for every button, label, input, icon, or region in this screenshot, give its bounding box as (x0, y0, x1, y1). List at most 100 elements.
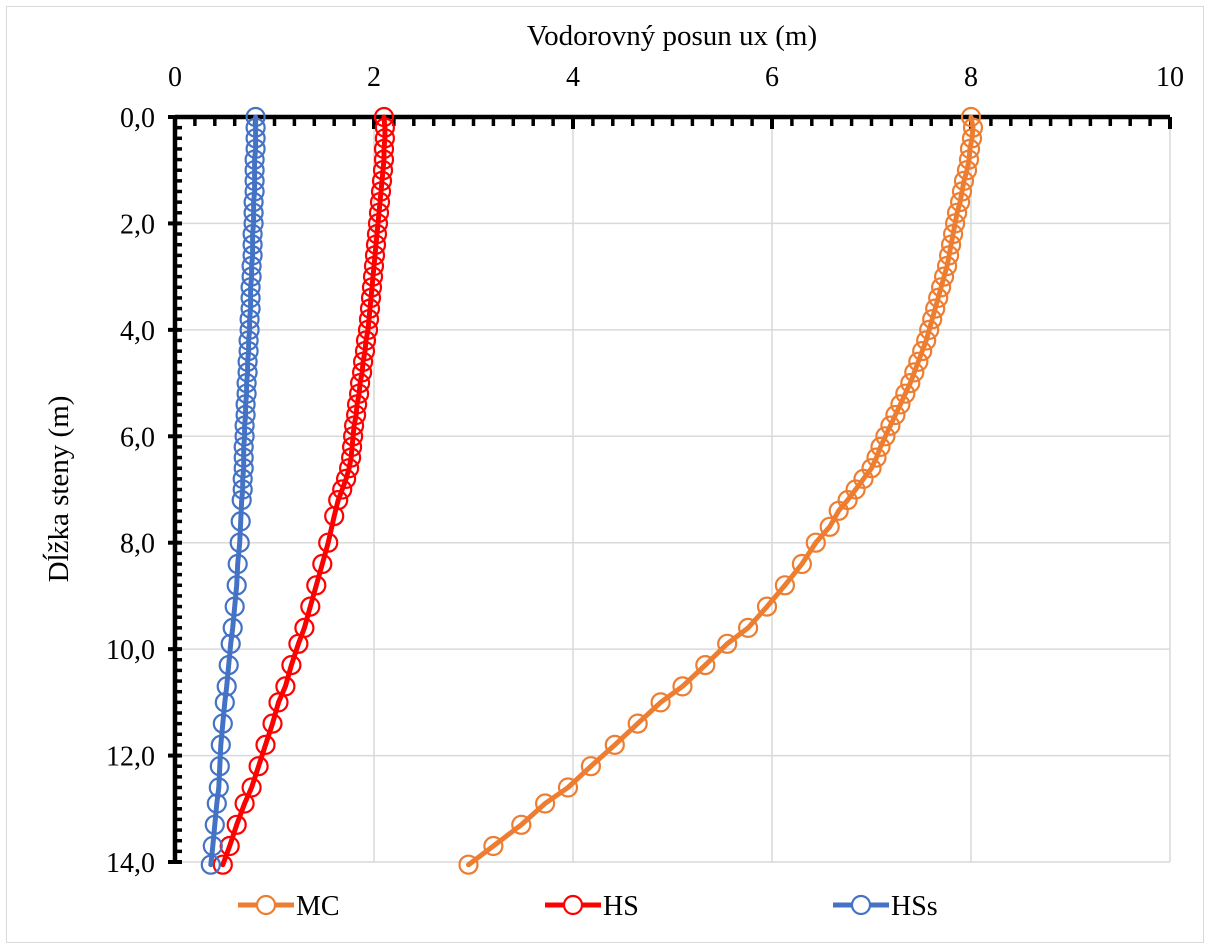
data-point (458, 854, 479, 875)
data-point (604, 734, 625, 756)
data-point (360, 287, 382, 308)
data-point (672, 676, 693, 697)
data-point (368, 202, 390, 223)
data-point (346, 404, 367, 426)
data-point (922, 309, 943, 330)
data-point (828, 500, 849, 521)
legend: MC HS HSs (238, 891, 938, 922)
data-point (372, 160, 394, 181)
data-point (239, 319, 260, 340)
data-point (371, 170, 393, 191)
data-point (242, 224, 263, 245)
data-point (243, 202, 264, 223)
data-point (222, 617, 243, 639)
data-point (243, 213, 264, 234)
data-point (819, 516, 840, 537)
data-point (359, 298, 381, 319)
data-point (240, 298, 261, 319)
data-point (240, 277, 261, 298)
data-point (557, 777, 579, 798)
data-point (349, 383, 370, 404)
data-point (214, 692, 235, 713)
data-point (224, 596, 245, 617)
data-point (908, 351, 929, 372)
x-tick-label: 8 (964, 62, 978, 93)
data-point (373, 138, 395, 159)
data-point (200, 854, 221, 875)
data-point (534, 793, 556, 814)
data-point (248, 756, 269, 777)
legend-swatch-marker (562, 894, 584, 916)
data-point (233, 447, 254, 468)
data-point (209, 756, 230, 777)
data-point (235, 394, 256, 415)
data-point (236, 383, 257, 404)
series-line (466, 114, 976, 868)
data-point (357, 319, 379, 340)
data-point (483, 835, 504, 857)
data-point (949, 192, 971, 213)
data-point (358, 309, 380, 330)
data-point (938, 245, 960, 266)
data-point (895, 383, 916, 404)
x-axis-title: Vodorovný posun ux (m) (527, 20, 817, 52)
data-point (306, 575, 327, 596)
data-point (208, 777, 229, 798)
series-line (208, 114, 259, 868)
data-point (218, 654, 239, 676)
data-point (875, 426, 896, 447)
data-point (226, 814, 247, 835)
data-point (374, 117, 395, 138)
data-point (240, 287, 261, 308)
data-point (374, 128, 395, 149)
data-point (245, 128, 266, 149)
data-point (362, 266, 384, 287)
data-point (227, 553, 248, 575)
data-point (866, 447, 887, 468)
data-point (220, 633, 241, 654)
data-point (339, 458, 360, 479)
data-point (324, 505, 345, 527)
data-point (241, 255, 262, 277)
legend-item-hss: HSs (833, 891, 938, 922)
data-point (511, 814, 532, 835)
y-axis-title: Dĺžka steny (m) (42, 396, 75, 583)
data-point (212, 713, 233, 734)
data-point (219, 835, 240, 857)
data-point (341, 447, 362, 468)
y-tick-label: 6,0 (120, 422, 155, 453)
data-point (245, 106, 266, 128)
data-point (255, 734, 276, 756)
data-point (355, 330, 377, 351)
data-point (737, 617, 759, 639)
data-point (961, 128, 983, 149)
data-point (242, 245, 263, 266)
data-point (960, 106, 982, 128)
data-point (791, 553, 813, 575)
data-point (756, 596, 778, 617)
data-point (230, 511, 251, 532)
legend-swatch-marker (255, 894, 277, 916)
data-point (958, 149, 980, 170)
y-tick-label: 8,0 (120, 529, 155, 560)
legend-label: HSs (891, 891, 938, 922)
data-point (953, 170, 975, 191)
data-point (370, 181, 392, 202)
y-tick-label: 0,0 (120, 103, 155, 134)
data-point (774, 575, 796, 596)
series-mc (458, 106, 984, 875)
data-point (233, 436, 254, 457)
data-point (627, 713, 648, 734)
data-point (946, 202, 968, 223)
data-point (336, 468, 357, 489)
data-point (933, 266, 955, 287)
data-point (342, 436, 363, 457)
data-point (234, 415, 255, 436)
data-point (365, 234, 387, 255)
data-point (352, 362, 373, 383)
y-tick-label: 12,0 (106, 742, 155, 773)
data-point (959, 138, 981, 159)
data-point (244, 160, 265, 181)
data-point (650, 692, 671, 713)
